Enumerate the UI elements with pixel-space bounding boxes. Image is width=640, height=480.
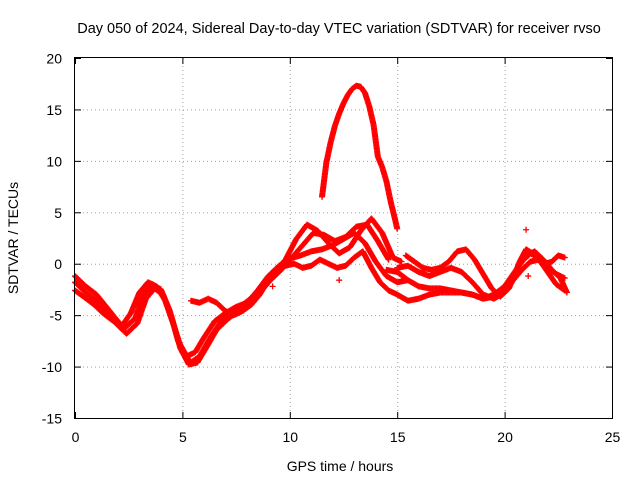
y-tick-label: -15: [42, 411, 62, 427]
y-axis-label: SDTVAR / TECUs: [5, 182, 21, 294]
y-tick-label: 0: [54, 256, 62, 272]
x-tick-label: 10: [283, 429, 299, 445]
trace-7-point: [563, 289, 570, 296]
outliers-point: [269, 283, 276, 290]
x-axis-label: GPS time / hours: [287, 458, 394, 474]
trace-8-point: [561, 254, 568, 261]
y-tick-label: 15: [46, 102, 62, 118]
outliers-point: [525, 273, 532, 280]
y-tick-label: -10: [42, 359, 62, 375]
trace-3-point: [398, 258, 405, 265]
x-tick-label: 0: [72, 429, 80, 445]
y-tick-label: 10: [46, 153, 62, 169]
y-tick-label: 5: [54, 205, 62, 221]
x-tick-label: 20: [497, 429, 513, 445]
outliers-point: [523, 226, 530, 233]
x-tick-label: 25: [605, 429, 621, 445]
y-tick-label: -5: [50, 308, 63, 324]
chart-title: Day 050 of 2024, Sidereal Day-to-day VTE…: [77, 21, 601, 37]
y-tick-label: 20: [46, 51, 62, 67]
outliers-point: [336, 277, 343, 284]
x-tick-label: 15: [390, 429, 406, 445]
x-tick-label: 5: [179, 429, 187, 445]
trace-2-point: [385, 256, 392, 263]
data-points: [72, 82, 570, 368]
plot-frame: [74, 57, 613, 419]
trace-9-point: [394, 225, 401, 232]
